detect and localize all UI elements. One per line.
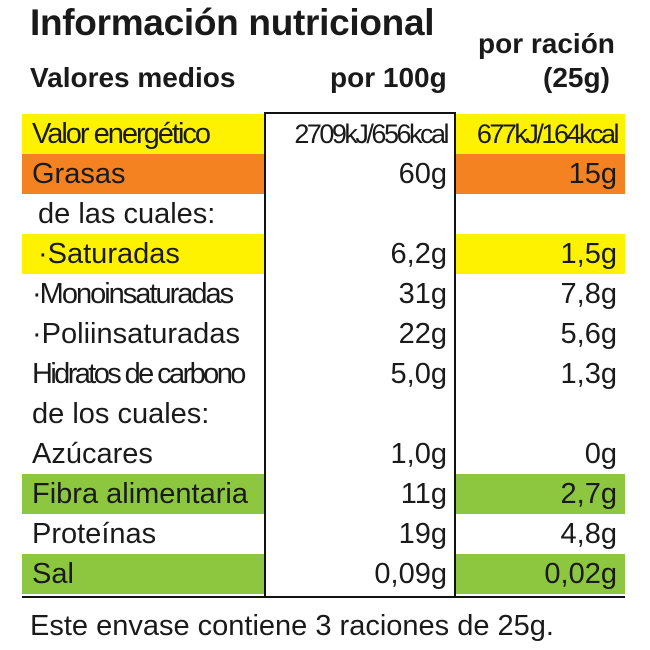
table-bottom-line [22, 596, 625, 598]
table-row: Azúcares 1,0g 0g [22, 434, 625, 474]
column-divider-left [264, 112, 266, 596]
row-value-per-serving: 5,6g [560, 318, 617, 350]
row-value-per-100g: 1,0g [390, 438, 447, 470]
table-row: de los cuales: [22, 394, 625, 434]
row-highlight-left [22, 474, 264, 514]
table-row: Proteínas 19g 4,8g [22, 514, 625, 554]
column-header-serving-size: (25g) [543, 62, 610, 93]
row-value-per-serving: 4,8g [560, 518, 617, 550]
table-row: de las cuales: [22, 194, 625, 234]
table-row: Valor energético 2709kJ/656kcal 677kJ/16… [22, 114, 625, 154]
row-value-per-100g: 22g [398, 318, 447, 350]
row-value-per-serving: 2,7g [560, 478, 617, 510]
row-value-per-serving: 1,5g [560, 238, 617, 270]
row-value-per-100g: 5,0g [390, 358, 447, 390]
row-value-per-100g: 6,2g [390, 238, 447, 270]
table-row: Hidratos de carbono 5,0g 1,3g [22, 354, 625, 394]
row-label: Valor energético [32, 118, 211, 150]
row-value-per-serving: 677kJ/164kcal [476, 119, 620, 149]
row-value-per-100g: 11g [400, 478, 447, 510]
row-highlight-right [455, 154, 625, 194]
column-divider-right [454, 112, 456, 596]
column-header-label: Valores medios [30, 62, 236, 93]
row-label: Grasas [32, 158, 126, 190]
row-highlight-right [455, 234, 625, 274]
table-row: Sal 0,09g 0,02g [22, 554, 625, 594]
row-value-per-100g: 60g [398, 158, 447, 190]
column-header-per-serving: por ración [478, 28, 615, 59]
row-value-per-100g: 0,09g [374, 558, 447, 590]
row-highlight-right [455, 394, 625, 434]
page-title: Información nutricional [30, 2, 435, 43]
row-label: de las cuales: [38, 198, 216, 230]
row-value-per-serving: 0,02g [544, 558, 617, 590]
row-value-per-100g: 19g [398, 518, 447, 550]
row-highlight-right [455, 194, 625, 234]
row-label: Hidratos de carbono [32, 358, 246, 390]
row-label: Sal [32, 558, 74, 590]
table-row: ·Monoinsaturadas 31g 7,8g [22, 274, 625, 314]
row-highlight-left [22, 114, 264, 154]
table-row: ·Poliinsaturadas 22g 5,6g [22, 314, 625, 354]
row-label: ·Poliinsaturadas [32, 318, 240, 350]
table-row: Grasas 60g 15g [22, 154, 625, 194]
row-highlight-right [455, 474, 625, 514]
row-label: Proteínas [32, 518, 157, 550]
footer-note: Este envase contiene 3 raciones de 25g. [30, 610, 554, 642]
row-value-per-serving: 0g [584, 438, 617, 470]
row-highlight-left [22, 154, 264, 194]
row-highlight-left [22, 554, 264, 594]
column-header-per-100g: por 100g [330, 62, 447, 93]
table-row: Fibra alimentaria 11g 2,7g [22, 474, 625, 514]
row-label: Azúcares [32, 438, 153, 470]
row-highlight-left [22, 234, 264, 274]
row-value-per-serving: 15g [568, 158, 617, 190]
table-row: ·Saturadas 6,2g 1,5g [22, 234, 625, 274]
row-highlight-right [455, 554, 625, 594]
row-label: ·Monoinsaturadas [32, 278, 234, 310]
row-value-per-serving: 1,3g [560, 358, 617, 390]
row-value-per-100g: 2709kJ/656kcal [294, 119, 449, 149]
row-label: ·Saturadas [38, 238, 180, 270]
row-value-per-100g: 31g [398, 278, 447, 310]
table-top-line [264, 112, 456, 114]
row-highlight-right [455, 114, 625, 154]
row-value-per-serving: 7,8g [560, 278, 617, 310]
row-label: Fibra alimentaria [32, 478, 248, 510]
row-label: de los cuales: [32, 398, 210, 430]
